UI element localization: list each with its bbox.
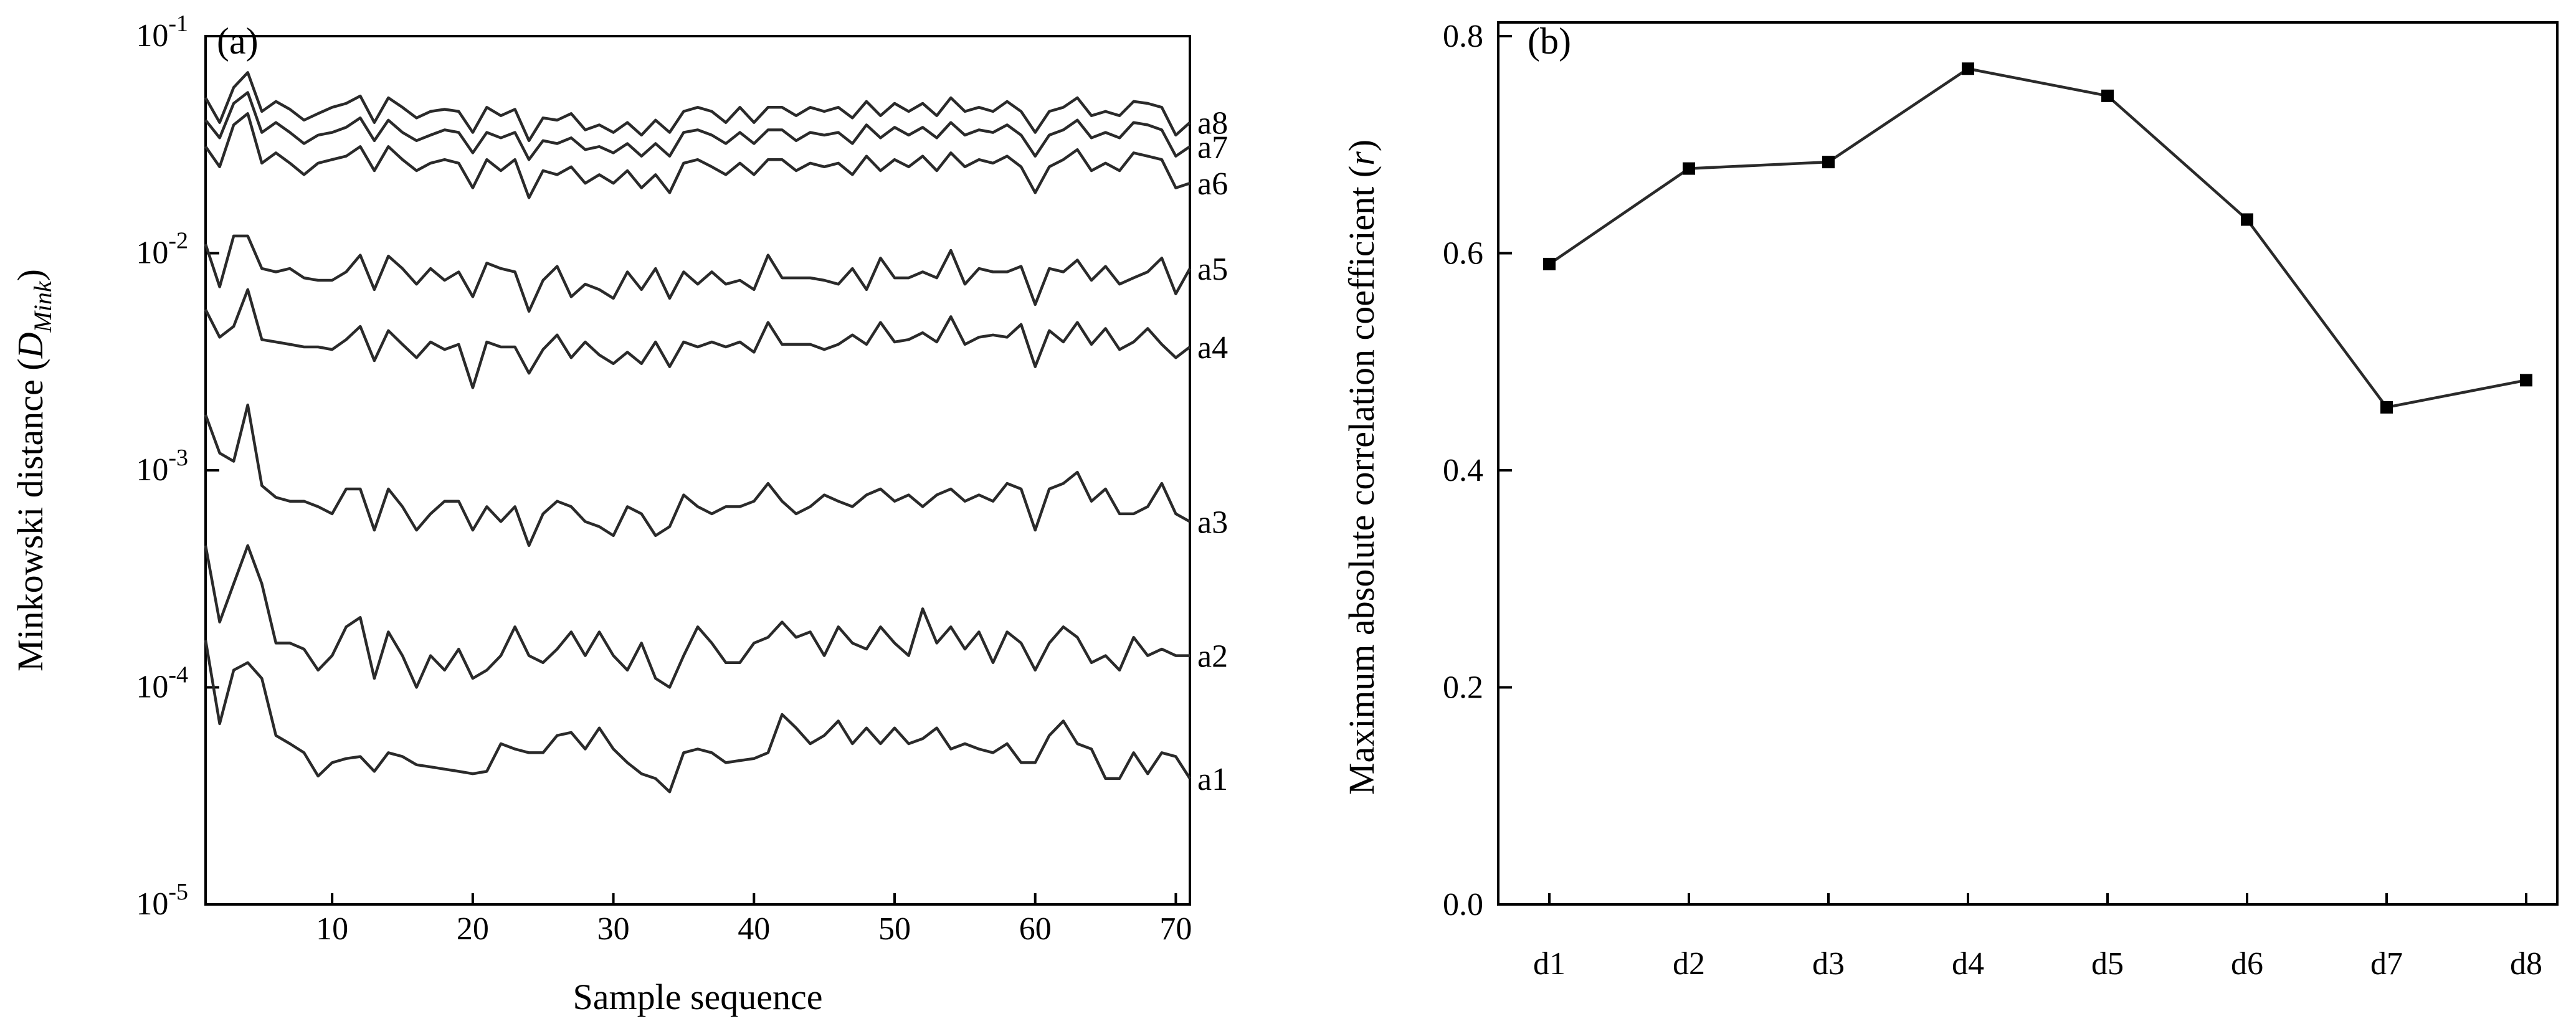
x-tick-label: 50 bbox=[878, 911, 911, 947]
data-point-d4 bbox=[1962, 62, 1974, 75]
x-tick-label: d6 bbox=[2231, 946, 2263, 982]
x-tick-label: d7 bbox=[2370, 946, 2403, 982]
series-line-a1 bbox=[204, 640, 1191, 794]
y-tick-label: 10-1 bbox=[136, 11, 188, 54]
panel-b-y-ticks: 0.0 0.2 0.4 0.6 0.8 bbox=[1443, 19, 1512, 922]
panel-b-plot-frame bbox=[1497, 21, 2559, 906]
panel-b: (b) d1 d2 d3 d4 d5 d6 d7 d8 0.0 0.2 0.4 0.6 0.8 Max… bbox=[1341, 19, 2559, 982]
series-line-a4 bbox=[204, 288, 1191, 389]
y-tick-label: 0.2 bbox=[1443, 670, 1483, 706]
x-tick-label: d2 bbox=[1673, 946, 1705, 982]
y-tick-label: 0.8 bbox=[1443, 19, 1483, 54]
y-tick-label: 10-3 bbox=[136, 445, 188, 488]
series-label-a6: a6 bbox=[1197, 166, 1228, 202]
x-tick-label: 60 bbox=[1019, 911, 1052, 947]
series-line bbox=[1548, 67, 2527, 409]
series-label-a5: a5 bbox=[1197, 252, 1228, 287]
series-line-a2 bbox=[204, 544, 1190, 689]
y-tick-label: 10-5 bbox=[136, 879, 188, 922]
data-point-d1 bbox=[1543, 257, 1556, 270]
x-tick-label: 70 bbox=[1159, 911, 1192, 947]
panel-b-x-ticks: d1 d2 d3 d4 d5 d6 d7 d8 bbox=[1533, 893, 2542, 982]
panel-a: (a) 10 20 30 40 50 60 70 10-510-410-310-210-1 … bbox=[10, 11, 1228, 1017]
x-tick-label: d1 bbox=[1533, 946, 1566, 982]
series-label-a7: a7 bbox=[1197, 130, 1228, 165]
series-label-a8: a8 bbox=[1197, 106, 1228, 141]
series-line-a5 bbox=[204, 234, 1191, 313]
data-point-d2 bbox=[1683, 162, 1695, 175]
panel-a-x-ticks: 10 20 30 40 50 60 70 bbox=[316, 893, 1192, 947]
y-tick-label: 10-4 bbox=[136, 662, 188, 705]
data-point-d6 bbox=[2241, 213, 2253, 226]
data-point-d5 bbox=[2101, 89, 2114, 102]
series-label-a4: a4 bbox=[1197, 330, 1228, 366]
y-tick-label: 0.6 bbox=[1443, 236, 1483, 272]
panel-b-y-axis-label: Maximum absolute correlation coefficient… bbox=[1341, 140, 1382, 795]
series-label-a2: a2 bbox=[1197, 639, 1228, 675]
panel-b-series bbox=[1543, 62, 2532, 414]
data-point-d7 bbox=[2380, 401, 2393, 414]
panel-a-plot-frame bbox=[204, 35, 1191, 906]
panel-a-y-ticks: 10-5 10-4 10-3 10-2 10-1 bbox=[136, 11, 219, 922]
series-line-a8 bbox=[204, 71, 1191, 143]
panel-a-y-axis-label: Minkowski distance (DMink) bbox=[10, 269, 57, 671]
y-tick-label: 0.4 bbox=[1443, 453, 1483, 488]
series-line-a3 bbox=[204, 403, 1191, 548]
series-label-a3: a3 bbox=[1197, 505, 1228, 540]
x-tick-label: 10 bbox=[316, 911, 348, 947]
x-tick-label: d8 bbox=[2510, 946, 2542, 982]
series-label-a1: a1 bbox=[1197, 762, 1228, 797]
panel-b-label: (b) bbox=[1528, 21, 1571, 62]
x-tick-label: 30 bbox=[597, 911, 630, 947]
x-tick-label: 20 bbox=[457, 911, 489, 947]
x-tick-label: d5 bbox=[2091, 946, 2124, 982]
y-tick-label: 0.0 bbox=[1443, 887, 1483, 922]
x-tick-label: d4 bbox=[1952, 946, 1984, 982]
panel-a-label: (a) bbox=[217, 21, 259, 62]
data-point-d8 bbox=[2520, 374, 2532, 387]
series-line-a7 bbox=[204, 91, 1191, 161]
x-tick-label: 40 bbox=[738, 911, 770, 947]
series-line-a6 bbox=[204, 112, 1191, 199]
y-tick-label: 10-2 bbox=[136, 228, 188, 271]
x-tick-label: d3 bbox=[1812, 946, 1845, 982]
panel-a-x-axis-label: Sample sequence bbox=[573, 977, 822, 1017]
data-point-d3 bbox=[1822, 156, 1835, 169]
